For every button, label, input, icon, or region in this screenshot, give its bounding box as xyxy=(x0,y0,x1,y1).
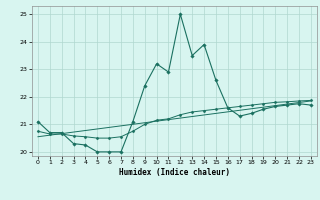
X-axis label: Humidex (Indice chaleur): Humidex (Indice chaleur) xyxy=(119,168,230,177)
